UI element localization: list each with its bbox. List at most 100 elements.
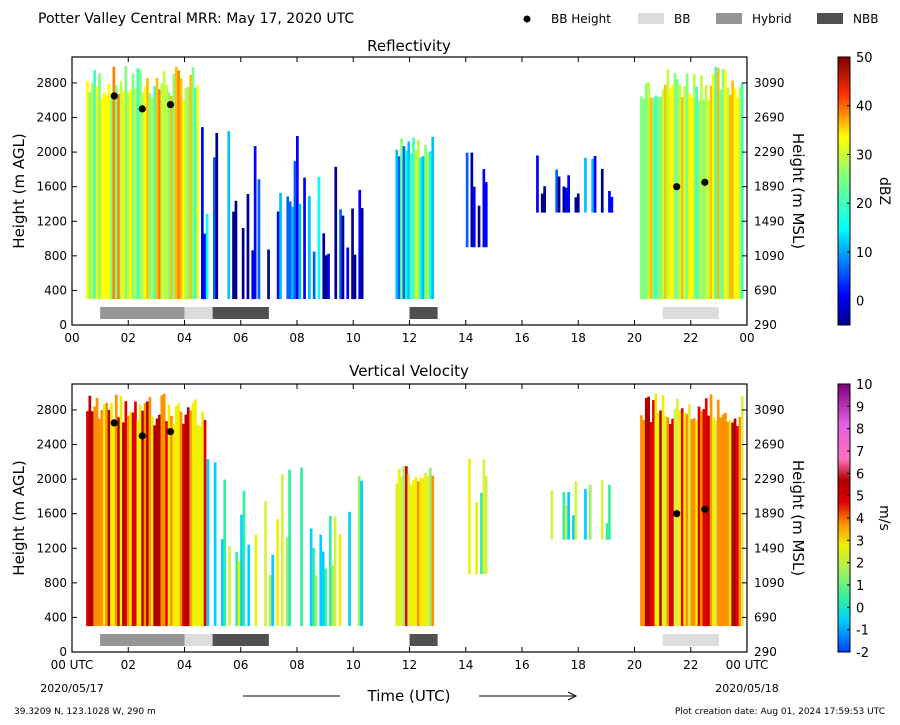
legend-swatch [817,13,843,24]
echo-strip [640,415,643,626]
y-tick-label: 2400 [36,438,67,452]
echo-strip [317,176,321,299]
echo-strip [719,90,722,300]
y-tick-right-label: 1890 [754,507,785,521]
echo-strip [661,89,665,299]
echo-strip [421,156,425,299]
colorbar-tick-label: 10 [856,378,873,393]
echo-strip [285,537,289,627]
echo-strip [267,249,270,300]
echo-strip [688,93,691,300]
echo-strip [237,561,241,627]
echo-strip [419,478,423,626]
echo-strip [150,97,154,300]
echo-strip [107,409,111,627]
colorbar-tick-label: 0 [856,601,864,616]
echo-strip [697,100,701,300]
x-tick-label: 18 [571,658,586,672]
reflectivity-colorbar-label: dBZ [876,177,892,205]
echo-strip [740,396,744,626]
echo-strip [167,404,171,626]
echo-strip [426,152,430,299]
echo-strip [572,515,575,540]
echo-strip [707,100,710,300]
echo-strip [707,415,710,627]
echo-strip [417,139,420,300]
end-date-label: 2020/05/18 [715,682,778,695]
echo-strip [102,404,106,627]
echo-strip [671,418,674,627]
echo-strip [324,568,327,626]
reflectivity-data [86,66,744,319]
reflectivity-axes: 00 02 04 06 08 10 12 14 16 18 20 22 0004008001200160… [36,57,785,345]
y-tick-right-label: 2690 [754,438,785,452]
x-tick-label: 04 [177,331,192,345]
echo-strip [402,466,406,626]
echo-strip [281,474,284,626]
echo-strip [296,136,299,299]
echo-strip [232,211,235,299]
echo-strip [221,539,224,626]
echo-strip [119,81,123,300]
echo-strip [148,397,152,627]
echo-strip [269,574,272,627]
echo-strip [198,426,202,627]
echo-strip [300,467,303,627]
x-tick-label: 02 [121,658,136,672]
colorbar-tick-label: 20 [856,197,873,212]
echo-strip [562,186,566,213]
colorbar-tick-label: 40 [856,100,873,115]
bb-height-point [138,432,146,440]
echo-strip [86,81,89,299]
echo-strip [666,69,670,300]
echo-strip [678,410,682,627]
echo-strip [584,489,587,540]
legend-swatch [638,13,664,24]
y-tick-right-label: 1890 [754,180,785,194]
echo-strip [93,406,96,627]
echo-strip [409,484,413,626]
echo-strip [412,137,415,300]
bb-height-point [110,419,118,427]
y-tick-right-label: 1090 [754,576,785,590]
echo-strip [346,247,350,299]
echo-strip [338,534,342,626]
velocity-title: Vertical Velocity [349,362,469,380]
echo-strip [110,402,113,627]
echo-strip [246,194,250,300]
colorbar-tick-label: -2 [856,646,869,661]
echo-strip [182,99,185,300]
x-tick-label: 22 [683,658,698,672]
echo-strip [191,67,195,300]
y-tick-label: 0 [59,318,67,332]
echo-strip [177,403,180,626]
x-tick-label: 08 [289,331,304,345]
echo-strip [136,68,140,299]
bb-type-bar [662,634,719,646]
echo-strip [647,82,650,300]
echo-strip [153,86,156,299]
echo-strip [194,399,197,627]
echo-strip [608,191,611,213]
echo-strip [728,94,732,300]
echo-strip [253,146,257,299]
x-tick-label: 10 [346,658,361,672]
echo-strip [360,480,363,626]
echo-strip [642,420,646,627]
echo-strip [600,168,604,213]
echo-strip [574,481,578,540]
y-tick-right-label: 1490 [754,541,785,555]
echo-strip [588,484,592,540]
bb-type-bar [212,634,269,646]
velocity-data [86,393,744,646]
echo-strip [213,157,216,299]
echo-strip [656,412,660,627]
velocity-ylabel-right: Height (m MSL) [789,460,807,576]
echo-strip [276,211,280,299]
echo-strip [695,86,698,299]
echo-strip [726,421,730,626]
echo-strip [405,150,408,299]
echo-strip [472,186,476,248]
echo-strip [733,88,737,300]
colorbar-tick-label: 1 [856,579,864,594]
